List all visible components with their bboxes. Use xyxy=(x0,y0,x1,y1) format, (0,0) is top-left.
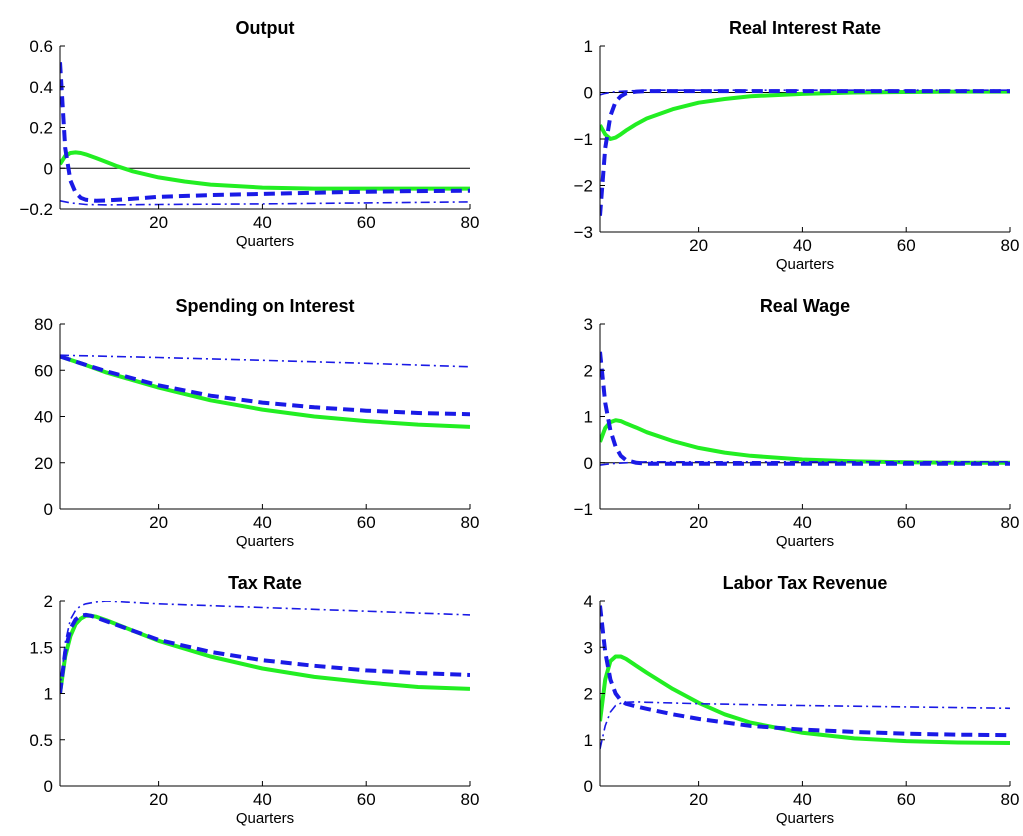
x-tick-label: 60 xyxy=(897,513,916,532)
y-tick-label: 1.5 xyxy=(29,638,53,657)
y-tick-label: 0 xyxy=(44,500,53,519)
y-tick-label: −0.2 xyxy=(19,200,53,219)
x-tick-label: 60 xyxy=(357,213,376,232)
series-line-dashdot xyxy=(60,354,470,368)
series-line-solid xyxy=(60,150,470,191)
x-tick-label: 20 xyxy=(689,236,708,255)
series-line-dashed xyxy=(600,351,1010,466)
x-tick-label: 80 xyxy=(461,513,480,532)
y-tick-label: 1 xyxy=(584,408,593,427)
series-line-dashdot xyxy=(600,701,1010,750)
series-group xyxy=(600,351,1010,466)
series-line-dashdot xyxy=(60,200,470,206)
y-tick-label: 3 xyxy=(584,638,593,657)
y-tick-label: 40 xyxy=(34,408,53,427)
x-tick-label: 40 xyxy=(253,790,272,809)
x-tick-label: 40 xyxy=(793,790,812,809)
x-tick-label: 60 xyxy=(897,790,916,809)
chart-title: Labor Tax Revenue xyxy=(723,573,888,593)
x-axis-label: Quarters xyxy=(236,810,294,827)
y-tick-label: 20 xyxy=(34,454,53,473)
series-line-solid xyxy=(600,654,1010,745)
y-tick-label: 0 xyxy=(44,777,53,796)
subplot-2: 20 40 60 80 −3 −2 −1 0 1 Real Interest Rate Quarte… xyxy=(574,18,1020,273)
chart-title: Tax Rate xyxy=(228,573,302,593)
x-tick-label: 60 xyxy=(357,790,376,809)
y-tick-label: −3 xyxy=(574,223,593,242)
series-line-solid xyxy=(60,354,470,429)
y-tick-label: 3 xyxy=(584,315,593,334)
series-line-solid xyxy=(600,89,1010,141)
x-tick-label: 60 xyxy=(357,513,376,532)
x-tick-label: 80 xyxy=(1001,236,1020,255)
chart-title: Real Interest Rate xyxy=(729,18,881,38)
subplot-4: 20 40 60 80 −1 0 1 2 3 Real Wage Quarters xyxy=(574,296,1020,550)
chart-title: Spending on Interest xyxy=(175,296,354,316)
y-tick-label: 60 xyxy=(34,361,53,380)
y-tick-label: −1 xyxy=(574,500,593,519)
series-line-dashdot xyxy=(60,601,470,694)
series-line-dashed xyxy=(600,89,1010,216)
x-tick-label: 20 xyxy=(149,790,168,809)
series-line-dashed xyxy=(600,605,1010,738)
chart-title: Output xyxy=(236,18,295,38)
y-tick-label: 0 xyxy=(584,84,593,103)
chart-title: Real Wage xyxy=(760,296,850,316)
series-line-solid xyxy=(600,418,1010,465)
series-line-dashdot xyxy=(600,89,1010,96)
subplot-3: 20 40 60 80 0 20 40 60 80 Spending on Interest Qua… xyxy=(34,296,479,550)
x-tick-label: 20 xyxy=(149,513,168,532)
y-tick-label: −2 xyxy=(574,177,593,196)
series-group xyxy=(60,354,470,429)
y-tick-label: 2 xyxy=(584,361,593,380)
y-tick-label: 0 xyxy=(584,454,593,473)
x-tick-label: 20 xyxy=(689,513,708,532)
x-tick-label: 40 xyxy=(793,513,812,532)
x-tick-label: 80 xyxy=(1001,513,1020,532)
y-tick-label: 2 xyxy=(584,685,593,704)
y-tick-label: 4 xyxy=(584,592,593,611)
x-tick-label: 40 xyxy=(253,213,272,232)
x-tick-label: 20 xyxy=(149,213,168,232)
x-tick-label: 80 xyxy=(1001,790,1020,809)
y-tick-label: 1 xyxy=(44,685,53,704)
x-axis-label: Quarters xyxy=(776,533,834,550)
series-line-dashdot xyxy=(600,461,1010,466)
x-tick-label: 40 xyxy=(793,236,812,255)
x-tick-label: 40 xyxy=(253,513,272,532)
x-tick-label: 80 xyxy=(461,790,480,809)
y-tick-label: 0.4 xyxy=(29,78,53,97)
x-axis-label: Quarters xyxy=(776,256,834,273)
series-group xyxy=(600,89,1010,216)
series-group xyxy=(60,601,470,694)
x-axis-label: Quarters xyxy=(236,533,294,550)
x-axis-label: Quarters xyxy=(236,233,294,250)
subplot-6: 20 40 60 80 0 1 2 3 4 Labor Tax Revenue Quarters xyxy=(584,573,1020,827)
y-tick-label: 80 xyxy=(34,315,53,334)
y-tick-label: −1 xyxy=(574,130,593,149)
x-axis-label: Quarters xyxy=(776,810,834,827)
y-tick-label: 0 xyxy=(584,777,593,796)
series-line-dashed xyxy=(60,612,470,694)
y-tick-label: 1 xyxy=(584,37,593,56)
y-tick-label: 1 xyxy=(584,731,593,750)
y-tick-label: 2 xyxy=(44,592,53,611)
y-tick-label: 0 xyxy=(44,159,53,178)
y-tick-label: 0.2 xyxy=(29,119,53,138)
subplot-1: 20 40 60 80 −0.2 0 0.2 0.4 0.6 Output Quarters xyxy=(19,18,479,250)
y-tick-label: 0.5 xyxy=(29,731,53,750)
y-tick-label: 0.6 xyxy=(29,37,53,56)
series-group xyxy=(60,62,470,206)
series-line-dashed xyxy=(60,354,470,417)
x-tick-label: 80 xyxy=(461,213,480,232)
series-group xyxy=(600,605,1010,750)
x-tick-label: 60 xyxy=(897,236,916,255)
x-tick-label: 20 xyxy=(689,790,708,809)
series-line-dashed xyxy=(60,62,470,203)
subplot-5: 20 40 60 80 0 0.5 1 1.5 2 Tax Rate Quarters xyxy=(29,573,479,827)
